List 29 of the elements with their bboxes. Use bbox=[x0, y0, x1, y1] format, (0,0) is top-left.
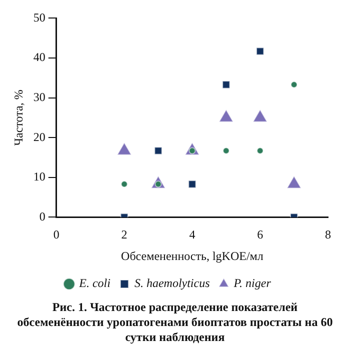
x-tick-label: 0 bbox=[53, 228, 60, 242]
x-tick-label: 8 bbox=[325, 228, 331, 242]
x-tick-label: 4 bbox=[189, 228, 196, 242]
legend-label: E. coli bbox=[78, 276, 110, 290]
x-tick-label: 6 bbox=[257, 228, 264, 242]
y-tick-label: 30 bbox=[33, 90, 46, 104]
point bbox=[252, 109, 268, 122]
y-tick-label: 40 bbox=[33, 50, 46, 64]
x-axis-title: Обсемененность, lgKOE/мл bbox=[121, 248, 264, 263]
text: Рис. 1. Частотное распределение показателей обсеменённости уропатогенами биоптатов простаты на 60 сутки наблюдения bbox=[16, 300, 334, 345]
point bbox=[116, 142, 132, 156]
point bbox=[218, 109, 234, 122]
legend-label: S. haemolyticus bbox=[134, 276, 210, 290]
y-tick-label: 10 bbox=[33, 170, 46, 184]
legend-label: P. niger bbox=[232, 276, 272, 290]
point bbox=[286, 176, 302, 189]
y-axis-title: Частота, % bbox=[11, 90, 26, 146]
point bbox=[222, 147, 230, 154]
point bbox=[290, 81, 298, 88]
point bbox=[222, 80, 230, 89]
point bbox=[256, 47, 264, 56]
point bbox=[120, 180, 128, 188]
point bbox=[188, 180, 196, 188]
point bbox=[256, 147, 264, 154]
y-tick-label: 50 bbox=[33, 10, 46, 24]
point bbox=[154, 146, 162, 155]
y-tick-label: 20 bbox=[33, 130, 46, 144]
x-tick-label: 2 bbox=[121, 228, 128, 242]
y-tick-label: 0 bbox=[39, 209, 46, 224]
